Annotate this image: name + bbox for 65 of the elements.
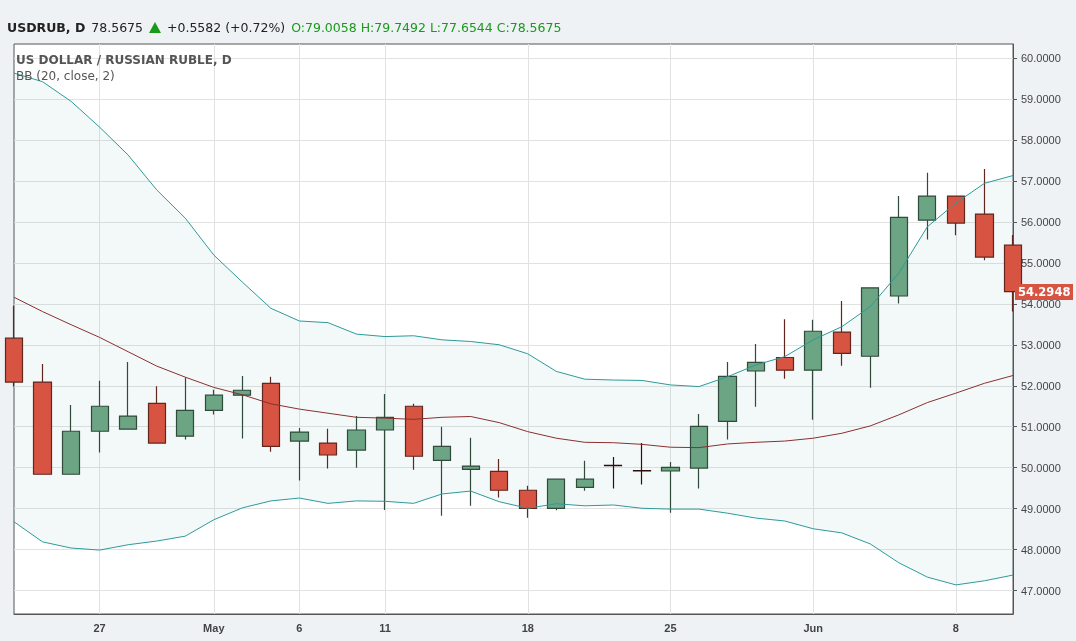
y-tick-label: 59.0000 xyxy=(1021,92,1061,105)
candlestick xyxy=(61,404,81,475)
candlestick xyxy=(432,426,452,517)
candlestick xyxy=(689,413,709,490)
text: O:79.0058 H:79.7492 L:77.6544 C:78.5675 xyxy=(291,20,562,35)
candlestick xyxy=(318,428,338,470)
candlestick xyxy=(147,385,167,444)
candlestick xyxy=(118,361,138,430)
text: 78.5675 xyxy=(91,20,144,35)
text: US DOLLAR / RUSSIAN RUBLE, D xyxy=(16,53,232,67)
candlestick xyxy=(632,442,652,486)
y-tick-label: 48.0000 xyxy=(1021,543,1061,556)
candlestick xyxy=(917,172,937,241)
candlestick xyxy=(175,376,195,441)
candlestick xyxy=(489,458,509,499)
y-tick-label: 53.0000 xyxy=(1021,338,1061,351)
candlestick xyxy=(4,305,24,388)
candlestick xyxy=(90,380,110,454)
x-tick-label: 25 xyxy=(664,621,677,634)
candlestick xyxy=(404,403,424,471)
candlestick xyxy=(375,393,395,511)
candlestick xyxy=(204,389,224,416)
line-series xyxy=(13,296,1014,449)
line-series xyxy=(13,490,1014,586)
candlestick xyxy=(832,300,852,367)
candlestick xyxy=(546,478,566,511)
x-tick-label: 6 xyxy=(296,621,303,634)
x-tick-label: 8 xyxy=(952,621,959,634)
y-tick-label: 51.0000 xyxy=(1021,420,1061,433)
candlestick xyxy=(232,375,252,440)
candlestick xyxy=(461,437,481,507)
y-tick-label: 60.0000 xyxy=(1021,51,1061,64)
x-tick-label: Jun xyxy=(803,621,824,634)
x-tick-label: 27 xyxy=(93,621,106,634)
candlestick xyxy=(518,485,538,519)
x-tick-label: 11 xyxy=(379,621,391,634)
y-tick-label: 50.0000 xyxy=(1021,461,1061,474)
candlestick xyxy=(289,427,310,482)
y-tick-label: 56.0000 xyxy=(1021,215,1061,228)
candlestick xyxy=(575,460,595,492)
candlestick xyxy=(717,361,738,441)
text: +0.5582 (+0.72%) xyxy=(167,20,286,35)
candlestick xyxy=(660,461,681,514)
y-tick-label: 52.0000 xyxy=(1021,379,1061,392)
candlestick xyxy=(603,456,623,490)
candlestick xyxy=(803,319,823,421)
y-tick-label: 58.0000 xyxy=(1021,133,1061,146)
candlestick xyxy=(32,363,53,475)
candlestick xyxy=(889,195,909,304)
y-tick-label: 55.0000 xyxy=(1021,256,1061,269)
candlestick xyxy=(946,195,966,236)
candlestick xyxy=(775,318,795,380)
candlestick xyxy=(346,415,367,469)
line-series xyxy=(13,72,1014,388)
x-tick-label: 18 xyxy=(521,621,534,634)
candlestick xyxy=(261,376,281,453)
y-tick-label: 57.0000 xyxy=(1021,174,1061,187)
y-tick-label: 47.0000 xyxy=(1021,584,1061,597)
candlestick xyxy=(974,168,995,261)
candlestick xyxy=(860,286,880,389)
x-tick-label: May xyxy=(203,621,226,634)
y-tick-label: 49.0000 xyxy=(1021,502,1061,515)
text: 54.2948 xyxy=(1015,283,1074,300)
chart-subtitle: USDRUB, D xyxy=(7,20,86,35)
y-tick-label: 54.0000 xyxy=(1021,297,1061,310)
